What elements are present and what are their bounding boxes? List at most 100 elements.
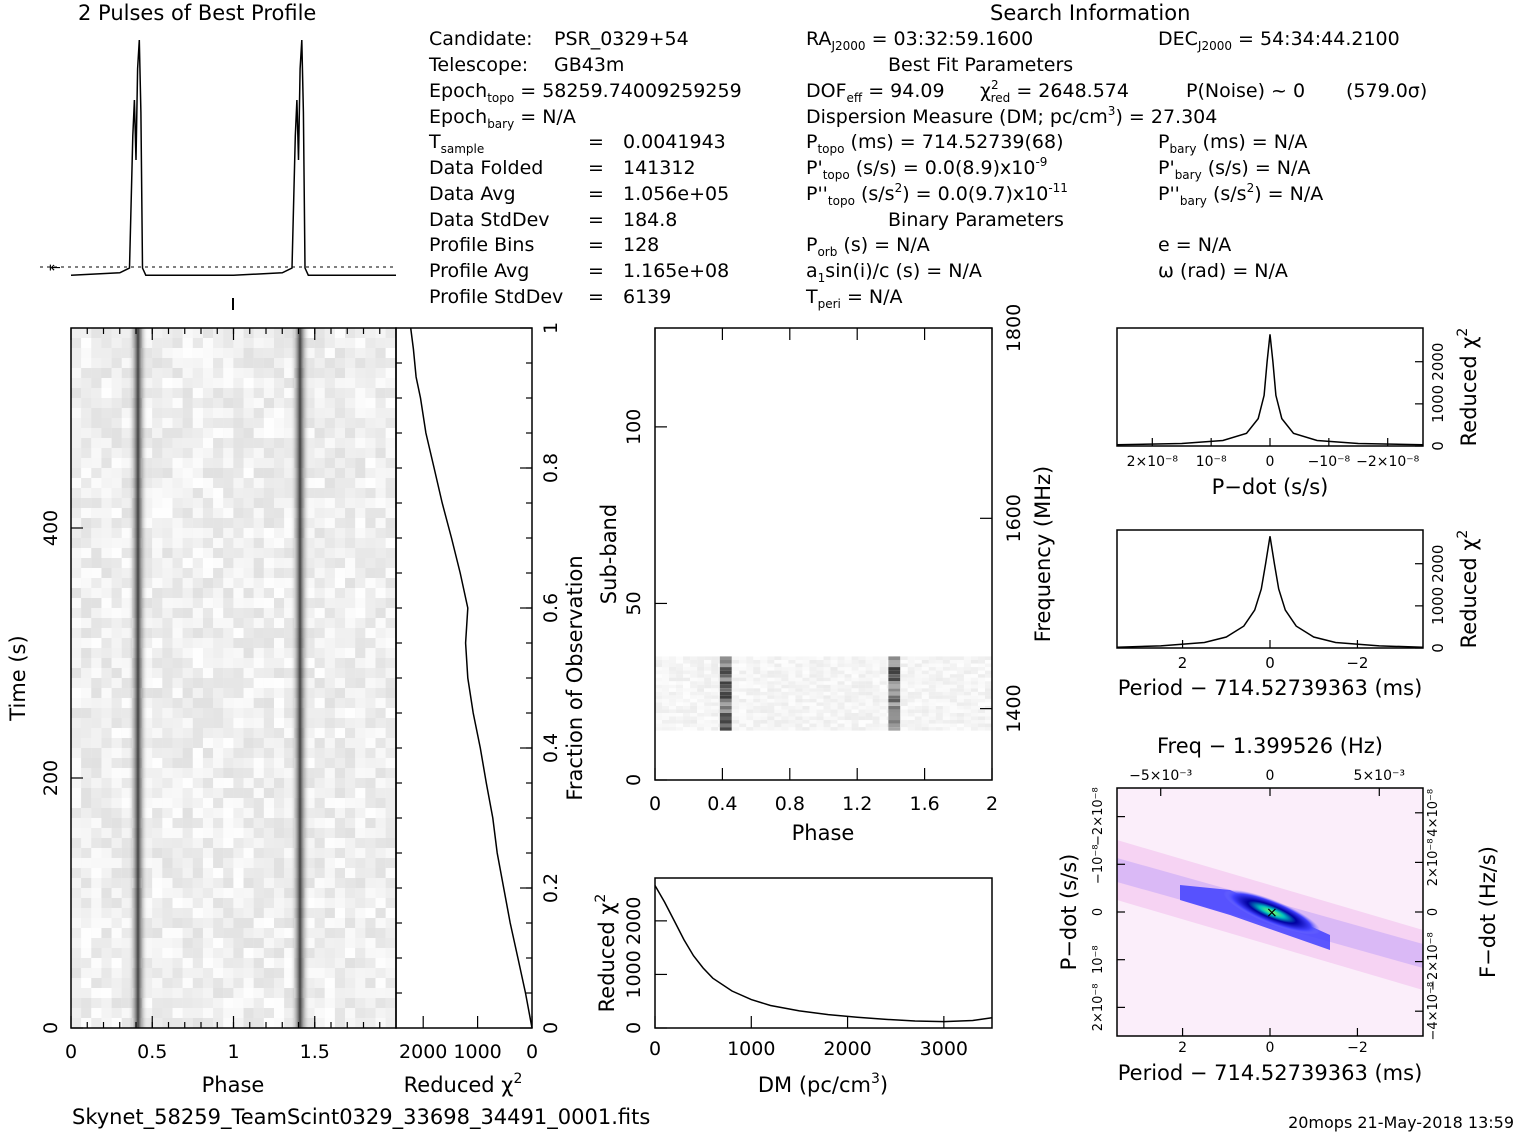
time-phase-cell: [345, 988, 356, 999]
time-phase-cell: [182, 338, 193, 349]
time-phase-cell: [223, 898, 234, 909]
time-phase-cell: [233, 628, 244, 639]
time-phase-cell: [385, 808, 396, 819]
time-phase-cell: [81, 388, 92, 399]
period-chi2-curve: [1116, 536, 1424, 648]
time-phase-cell: [121, 908, 132, 919]
time-phase-cell: [111, 658, 122, 669]
time-phase-cell: [101, 758, 112, 769]
subband-cell: [900, 656, 908, 661]
time-phase-cell: [355, 628, 366, 639]
time-phase-cell: [71, 748, 82, 759]
time-phase-cell: [111, 778, 122, 789]
subband-cell: [879, 691, 887, 696]
subband-cell: [690, 691, 698, 696]
time-phase-cell: [263, 448, 275, 459]
subband-cell: [942, 712, 950, 717]
time-phase-cell: [243, 418, 254, 429]
subband-cell: [655, 659, 663, 664]
subband-cell: [795, 656, 803, 661]
time-phase-cell: [355, 418, 366, 429]
time-phase-cell: [375, 1008, 386, 1019]
time-phase-cell: [314, 688, 325, 699]
subband-cell: [879, 723, 887, 728]
subband-cell: [669, 656, 677, 661]
time-phase-cell: [355, 758, 366, 769]
time-phase-cell: [385, 858, 396, 869]
subband-cell: [879, 663, 887, 668]
time-phase-cell: [111, 598, 122, 609]
time-phase-cell: [202, 478, 214, 489]
subband-cell: [655, 656, 663, 661]
subband-cell: [977, 670, 986, 675]
time-phase-cell: [202, 528, 214, 539]
subband-cell: [690, 695, 698, 699]
time-phase-cell: [314, 898, 325, 909]
time-phase-cell: [213, 448, 224, 459]
time-phase-cell: [385, 558, 396, 569]
eq-sign: =: [588, 183, 604, 205]
subband-cell: [963, 712, 972, 717]
time-phase-cell: [263, 928, 275, 939]
time-phase-cell: [365, 608, 376, 619]
subband-cell: [956, 681, 964, 685]
subband-cell: [851, 677, 859, 682]
time-phase-cell: [345, 688, 356, 699]
time-phase-cell: [91, 858, 102, 869]
time-phase-cell: [284, 938, 295, 949]
subband-cell: [711, 677, 719, 682]
subband-cell: [711, 681, 719, 685]
time-phase-cell: [243, 1018, 254, 1029]
time-phase-cell: [365, 508, 376, 519]
time-phase-cell: [375, 988, 386, 999]
time-phase-cell: [314, 478, 325, 489]
time-phase-cell: [324, 998, 335, 1009]
time-phase-cell: [121, 498, 132, 509]
time-phase-cell: [355, 438, 366, 449]
time-phase-cell: [91, 698, 102, 709]
time-phase-cell: [182, 1018, 193, 1029]
tick-label: 0: [1426, 908, 1441, 916]
time-phase-cell: [334, 748, 346, 759]
time-phase-cell: [274, 868, 285, 879]
subband-cell: [795, 719, 803, 724]
subband-cell: [760, 674, 768, 678]
time-phase-cell: [152, 418, 163, 429]
time-phase-cell: [213, 378, 224, 389]
time-phase-cell: [314, 988, 325, 999]
time-phase-cell: [243, 358, 254, 369]
subband-cell: [844, 702, 852, 706]
dm-chi2-curve: [654, 885, 993, 1023]
subband-cell: [746, 659, 754, 664]
time-phase-cell: [385, 798, 396, 809]
subband-cell: [746, 716, 754, 721]
time-phase-cell: [71, 898, 82, 909]
time-phase-cell: [233, 998, 244, 1009]
time-phase-cell: [182, 598, 193, 609]
time-phase-cell: [243, 708, 254, 719]
tick-label: 1400: [1003, 684, 1025, 732]
time-phase-cell: [172, 518, 183, 529]
time-phase-cell: [334, 818, 346, 829]
time-phase-cell: [121, 418, 132, 429]
time-phase-cell: [192, 838, 203, 849]
time-phase-cell: [81, 368, 92, 379]
subband-cell: [802, 691, 810, 696]
time-phase-cell: [243, 738, 254, 749]
subband-cell: [914, 702, 922, 706]
time-phase-cell: [121, 778, 132, 789]
time-phase-cell: [223, 448, 234, 459]
time-phase-cell: [253, 328, 264, 339]
time-phase-cell: [202, 808, 214, 819]
time-phase-cell: [385, 478, 396, 489]
subband-cell: [746, 723, 754, 728]
time-phase-cell: [334, 538, 346, 549]
time-phase-cell: [81, 848, 92, 859]
subband-cell: [662, 677, 670, 682]
time-phase-cell: [345, 748, 356, 759]
time-phase-cell: [324, 338, 335, 349]
time-phase-cell: [355, 858, 366, 869]
subband-cell: [795, 698, 803, 703]
time-phase-cell: [182, 998, 193, 1009]
